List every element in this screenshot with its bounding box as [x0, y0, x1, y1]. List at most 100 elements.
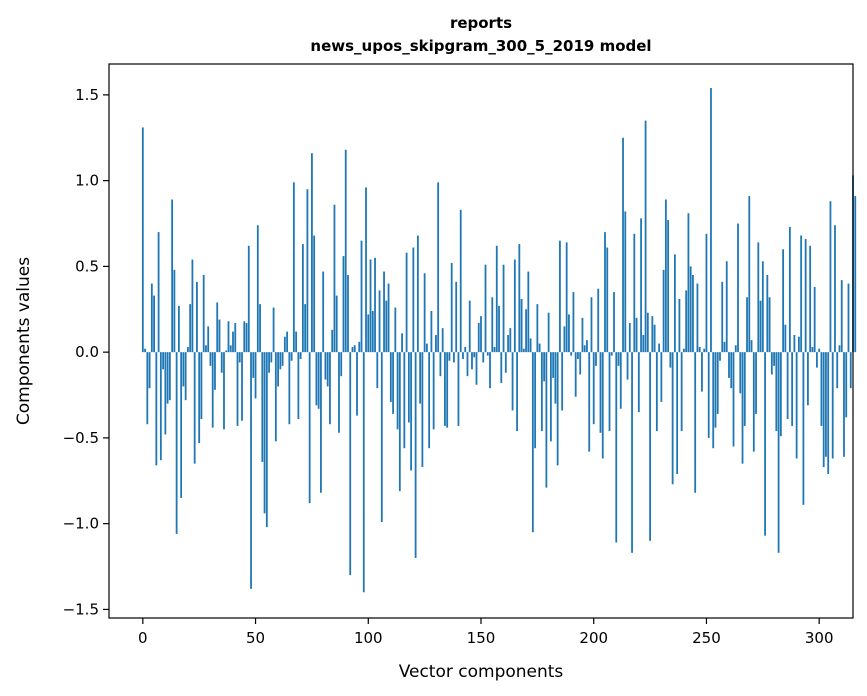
y-axis-label: Components values — [14, 257, 34, 425]
bar-component-123 — [419, 352, 422, 404]
bar-component-265 — [739, 352, 742, 394]
bar-component-212 — [619, 352, 622, 409]
bar-component-73 — [306, 189, 309, 353]
bar-component-312 — [845, 352, 848, 418]
bar-component-68 — [295, 331, 298, 353]
bar-component-216 — [628, 322, 631, 353]
bar-component-5 — [153, 295, 155, 353]
bar-component-148 — [475, 352, 478, 385]
bar-component-54 — [263, 352, 266, 514]
bar-component-101 — [369, 259, 372, 353]
bar-component-7 — [157, 232, 160, 353]
bar-component-209 — [613, 292, 615, 353]
bar-component-213 — [622, 137, 624, 353]
bar-component-34 — [218, 319, 221, 353]
bar-component-254 — [714, 352, 717, 428]
bar-component-39 — [229, 345, 232, 353]
bar-component-65 — [288, 352, 291, 425]
bar-component-146 — [471, 352, 473, 370]
bar-component-186 — [561, 352, 564, 411]
bar-component-263 — [734, 345, 737, 353]
bar-component-228 — [655, 352, 658, 432]
bar-component-274 — [759, 300, 762, 353]
bar-component-26 — [200, 352, 203, 420]
bar-component-221 — [640, 218, 642, 353]
bar-component-157 — [495, 245, 498, 353]
bar-component-177 — [540, 352, 543, 432]
bar-component-19 — [184, 352, 187, 401]
bar-component-253 — [712, 352, 715, 449]
bar-component-278 — [768, 297, 771, 353]
bar-component-260 — [728, 352, 730, 378]
bar-component-109 — [387, 283, 390, 353]
bar-component-286 — [786, 352, 789, 420]
bar-component-59 — [274, 352, 277, 442]
bar-component-10 — [164, 352, 167, 435]
bar-component-125 — [423, 273, 426, 353]
bar-component-111 — [392, 352, 394, 414]
bar-component-31 — [211, 352, 214, 428]
bar-component-37 — [225, 350, 228, 353]
bar-component-284 — [782, 249, 785, 353]
bar-component-295 — [807, 352, 809, 406]
bar-component-175 — [536, 304, 539, 353]
x-axis: 0 50 100 150 200 250 300 — [138, 618, 834, 647]
bar-component-226 — [651, 316, 654, 353]
bar-component-224 — [646, 312, 649, 353]
bar-component-311 — [843, 352, 845, 457]
bar-component-166 — [516, 352, 518, 432]
bar-component-298 — [813, 286, 816, 353]
y-tick-label: 1.0 — [75, 172, 99, 190]
bar-component-163 — [509, 328, 512, 353]
bar-component-217 — [631, 352, 633, 553]
bar-component-208 — [610, 352, 613, 356]
bar-component-201 — [595, 352, 597, 366]
bar-component-299 — [816, 352, 818, 368]
bar-component-167 — [518, 244, 521, 353]
bar-component-40 — [232, 331, 234, 353]
bar-component-35 — [220, 352, 223, 373]
bar-component-232 — [664, 199, 667, 353]
bar-component-127 — [428, 352, 431, 449]
bar-component-2 — [146, 352, 149, 425]
bar-component-102 — [371, 310, 374, 353]
bar-component-61 — [279, 352, 282, 370]
bar-component-75 — [311, 153, 313, 353]
bar-component-27 — [202, 274, 205, 353]
bar-component-246 — [696, 283, 699, 353]
x-tick-label: 0 — [138, 629, 148, 647]
bar-component-44 — [241, 352, 243, 421]
bar-component-88 — [340, 352, 343, 377]
x-axis-label: Vector components — [399, 662, 564, 682]
bar-component-158 — [498, 305, 500, 353]
y-tick-label: −0.5 — [63, 429, 99, 447]
bar-component-138 — [453, 352, 455, 363]
bar-component-30 — [209, 352, 212, 366]
bar-component-276 — [764, 352, 766, 536]
x-tick-label: 150 — [467, 629, 496, 647]
bar-component-266 — [741, 352, 744, 464]
bar-component-199 — [590, 297, 593, 353]
bar-component-70 — [299, 352, 302, 360]
bar-component-51 — [256, 225, 259, 353]
x-tick-label: 250 — [692, 629, 721, 647]
bar-component-285 — [784, 324, 787, 353]
bar-component-188 — [565, 242, 568, 353]
bar-component-145 — [468, 300, 471, 353]
bar-component-72 — [304, 304, 307, 353]
bar-component-128 — [430, 310, 433, 353]
bar-component-131 — [437, 182, 440, 353]
bar-component-1 — [144, 348, 146, 353]
bar-component-118 — [407, 352, 410, 423]
bar-component-91 — [347, 274, 349, 353]
bar-component-130 — [435, 335, 437, 353]
bar-component-71 — [301, 244, 304, 353]
bar-component-85 — [333, 204, 336, 353]
bar-component-205 — [604, 232, 606, 353]
bar-component-261 — [730, 352, 733, 389]
bar-component-268 — [746, 297, 748, 353]
bar-component-211 — [617, 352, 620, 366]
bar-component-168 — [520, 298, 523, 353]
bar-series — [141, 88, 857, 593]
